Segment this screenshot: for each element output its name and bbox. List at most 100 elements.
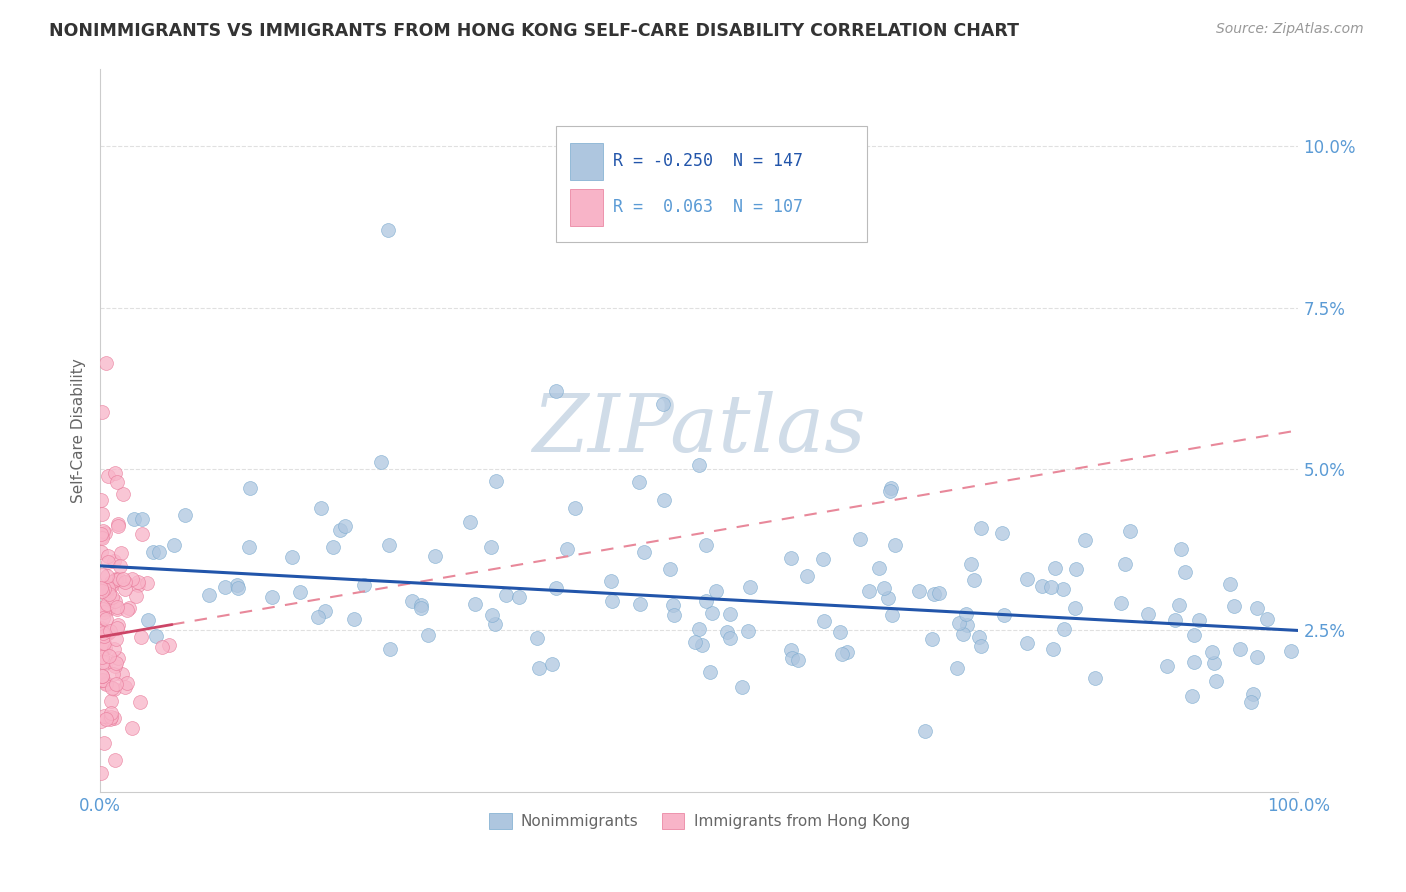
Point (690, 638, 713, 652)
Point (718, 631, 741, 645)
Point (780, 651, 803, 665)
Point (880, 608, 903, 623)
Point (225, 578, 247, 592)
Point (628, 597, 651, 611)
Point (599, 574, 621, 588)
Point (1241, 687, 1264, 701)
Point (779, 551, 801, 566)
Point (127, 574, 149, 589)
Point (409, 599, 432, 613)
Point (122, 512, 145, 526)
Point (93, 600, 115, 615)
Point (662, 608, 685, 623)
Point (370, 455, 392, 469)
Point (544, 384, 567, 399)
Point (1229, 642, 1251, 657)
Point (380, 641, 402, 656)
Point (136, 613, 159, 627)
Point (1181, 689, 1204, 703)
Point (121, 572, 143, 586)
Point (401, 594, 423, 608)
Point (214, 580, 236, 594)
Point (96, 627, 118, 641)
Point (108, 559, 131, 574)
Point (96, 676, 118, 690)
Point (98, 712, 121, 726)
Point (135, 576, 157, 591)
Point (1219, 577, 1241, 591)
Point (157, 638, 180, 652)
Point (1204, 656, 1226, 670)
Point (90, 765, 112, 780)
Point (94, 655, 117, 669)
Point (104, 753, 127, 767)
Point (307, 610, 329, 624)
Point (104, 659, 127, 673)
Point (150, 640, 173, 655)
Point (91, 567, 114, 582)
Point (103, 554, 125, 568)
Point (873, 582, 896, 596)
Point (93, 606, 115, 620)
Point (112, 487, 135, 501)
Point (688, 458, 710, 472)
Point (526, 631, 548, 645)
Point (309, 500, 332, 515)
Point (1156, 659, 1178, 673)
Point (731, 680, 754, 694)
Point (100, 681, 122, 695)
Point (1182, 627, 1205, 641)
Point (485, 474, 508, 488)
Point (91, 655, 114, 669)
Point (835, 645, 858, 659)
Point (290, 585, 312, 599)
Point (879, 483, 901, 498)
Point (1137, 607, 1160, 622)
Point (90, 530, 112, 544)
Point (1246, 600, 1268, 615)
Point (1109, 596, 1132, 610)
Point (90, 581, 112, 595)
FancyBboxPatch shape (555, 127, 868, 242)
Point (96, 612, 118, 626)
Point (91, 669, 114, 683)
Point (117, 676, 139, 690)
Point (1256, 611, 1278, 625)
Point (128, 695, 150, 709)
Point (145, 629, 167, 643)
Point (495, 589, 517, 603)
Point (409, 601, 432, 615)
Point (329, 524, 352, 538)
Point (813, 615, 835, 629)
Point (1164, 613, 1187, 627)
Point (353, 578, 375, 592)
Point (104, 632, 127, 647)
Point (955, 607, 977, 621)
Point (100, 709, 122, 723)
Point (716, 624, 738, 639)
Point (142, 545, 165, 559)
Point (91, 524, 114, 538)
Text: ZIPatlas: ZIPatlas (533, 392, 866, 469)
Point (103, 711, 125, 725)
Point (104, 573, 127, 587)
Point (101, 590, 124, 604)
Point (1188, 613, 1211, 627)
Point (90, 531, 112, 545)
Point (1015, 635, 1038, 649)
Point (93, 640, 115, 655)
Point (683, 635, 706, 649)
Point (90, 507, 112, 521)
Point (922, 587, 945, 601)
Point (481, 540, 503, 554)
Point (1053, 622, 1076, 636)
Point (529, 661, 551, 675)
Point (1223, 599, 1246, 613)
Point (93, 582, 115, 597)
Point (101, 667, 124, 681)
Point (114, 582, 136, 596)
Point (97, 648, 120, 663)
Point (98, 624, 121, 638)
Text: R = -0.250  N = 147: R = -0.250 N = 147 (613, 153, 803, 170)
Point (104, 677, 127, 691)
